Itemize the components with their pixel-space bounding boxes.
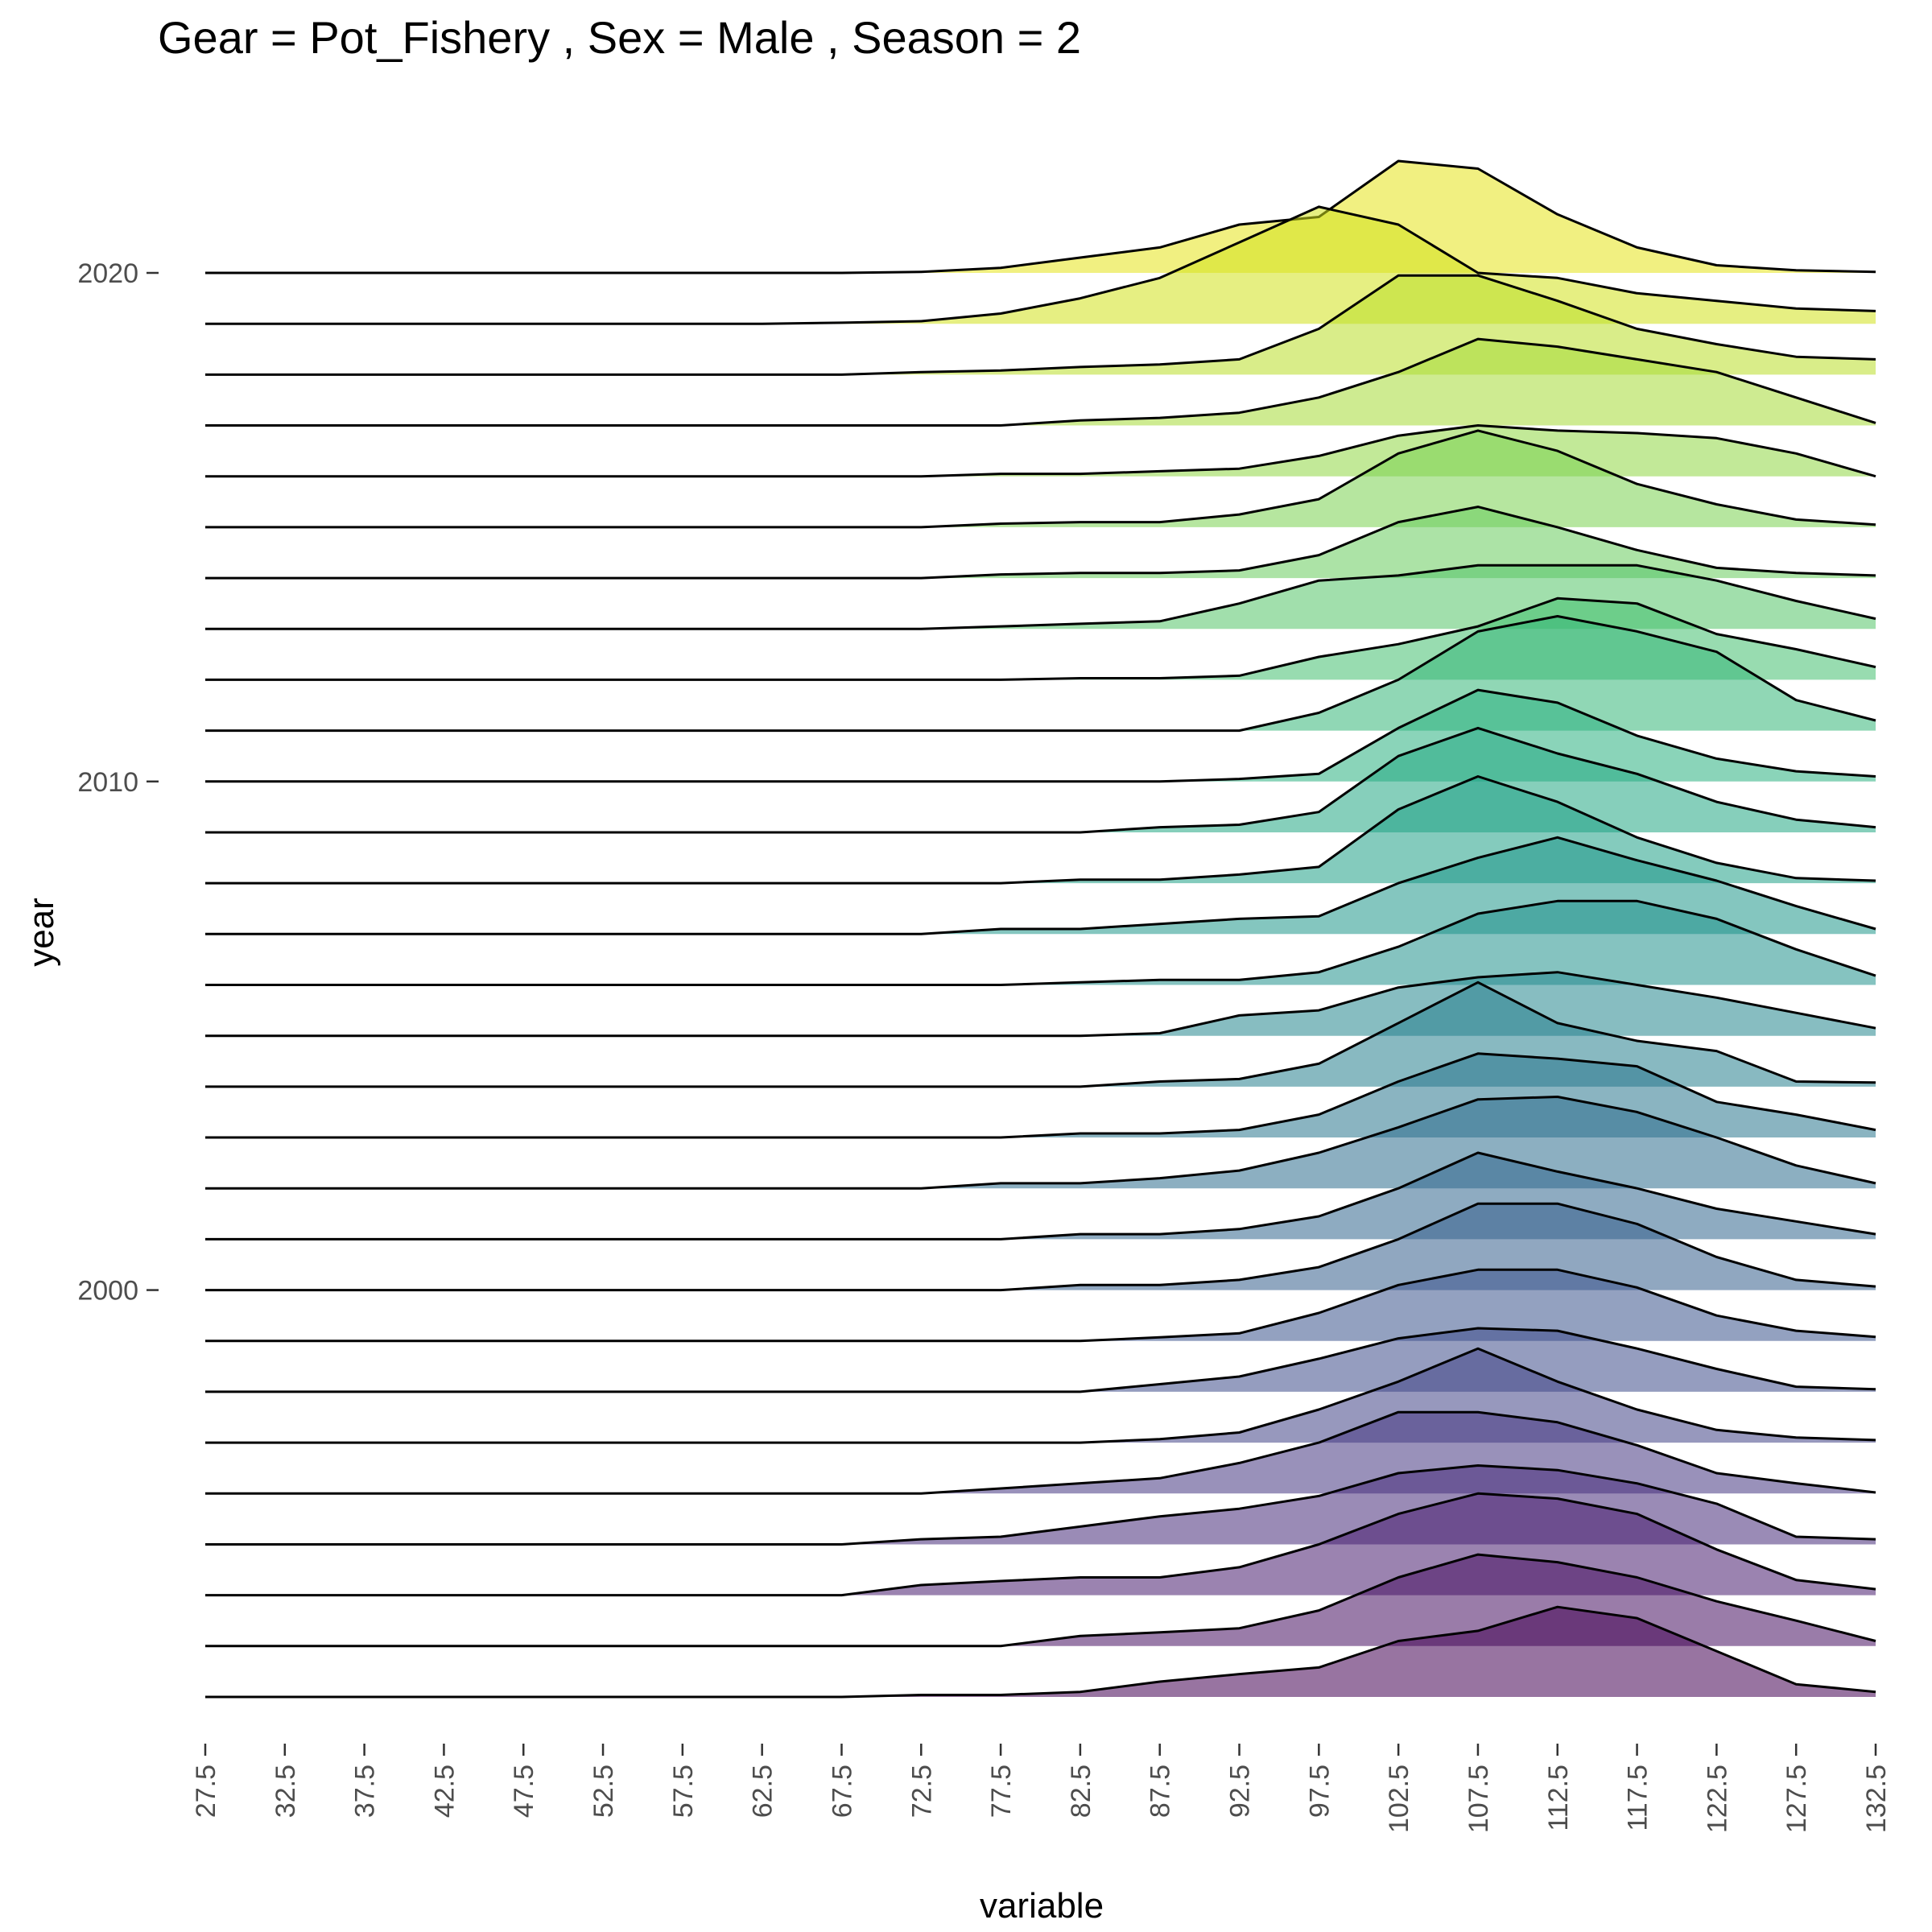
ridge-area-1992 bbox=[205, 1607, 1876, 1697]
y-tick-label-2000: 2000 bbox=[77, 1276, 138, 1307]
x-tick-label-27.5: 27.5 bbox=[191, 1765, 221, 1818]
x-tick-label-117.5: 117.5 bbox=[1623, 1765, 1653, 1831]
ridge-line-1999 bbox=[205, 1268, 1876, 1343]
ridge-line-2000 bbox=[205, 1202, 1876, 1292]
x-tick-label-112.5: 112.5 bbox=[1543, 1765, 1574, 1831]
y-tick-label-2020: 2020 bbox=[77, 258, 138, 289]
x-axis-label: variable bbox=[980, 1886, 1104, 1926]
chart-title: Gear = Pot_Fishery , Sex = Male , Season… bbox=[158, 12, 1081, 63]
ridge-2011 bbox=[205, 615, 1876, 733]
ridge-area-2017 bbox=[205, 339, 1876, 426]
ridge-1993 bbox=[205, 1553, 1876, 1648]
ridges-layer bbox=[205, 159, 1876, 1699]
ridge-area-2006 bbox=[205, 901, 1876, 985]
ridge-area-2000 bbox=[205, 1203, 1876, 1290]
ridge-line-2009 bbox=[205, 726, 1876, 834]
ridge-line-2020 bbox=[205, 159, 1876, 275]
ridge-2017 bbox=[205, 337, 1876, 427]
y-tick-label-2010: 2010 bbox=[77, 767, 138, 798]
x-tick-label-67.5: 67.5 bbox=[828, 1765, 858, 1818]
ridge-2008 bbox=[205, 775, 1876, 885]
x-tick-label-42.5: 42.5 bbox=[429, 1765, 460, 1818]
ridge-2013 bbox=[205, 564, 1876, 630]
x-tick-label-37.5: 37.5 bbox=[350, 1765, 381, 1818]
ridge-line-2007 bbox=[205, 836, 1876, 935]
ridge-line-2001 bbox=[205, 1151, 1876, 1241]
y-axis: 2000 2010 2020 bbox=[77, 258, 159, 1307]
x-tick-label-102.5: 102.5 bbox=[1384, 1765, 1414, 1833]
ridge-2000 bbox=[205, 1202, 1876, 1292]
ridge-area-2020 bbox=[205, 161, 1876, 273]
ridge-area-2014 bbox=[205, 506, 1876, 579]
x-tick-label-122.5: 122.5 bbox=[1702, 1765, 1732, 1833]
x-tick-label-127.5: 127.5 bbox=[1781, 1765, 1812, 1833]
ridge-line-2002 bbox=[205, 1096, 1876, 1190]
x-tick-label-97.5: 97.5 bbox=[1304, 1765, 1335, 1818]
ridge-line-2008 bbox=[205, 775, 1876, 885]
ridge-line-1992 bbox=[205, 1605, 1876, 1699]
ridge-area-1999 bbox=[205, 1269, 1876, 1341]
ridge-area-2015 bbox=[205, 430, 1876, 527]
ridge-1992 bbox=[205, 1605, 1876, 1699]
x-tick-label-72.5: 72.5 bbox=[906, 1765, 937, 1818]
ridge-line-2016 bbox=[205, 424, 1876, 478]
ridge-line-2014 bbox=[205, 506, 1876, 580]
ridge-area-1993 bbox=[205, 1554, 1876, 1646]
ridge-line-2018 bbox=[205, 274, 1876, 376]
ridge-line-2003 bbox=[205, 1052, 1876, 1139]
ridge-area-2008 bbox=[205, 776, 1876, 884]
ridge-line-1995 bbox=[205, 1464, 1876, 1546]
x-tick-label-32.5: 32.5 bbox=[270, 1765, 301, 1818]
ridge-1999 bbox=[205, 1268, 1876, 1343]
ridge-2016 bbox=[205, 424, 1876, 478]
ridge-area-2007 bbox=[205, 837, 1876, 935]
ridge-2002 bbox=[205, 1096, 1876, 1190]
x-tick-label-87.5: 87.5 bbox=[1146, 1765, 1176, 1818]
ridge-line-2015 bbox=[205, 429, 1876, 529]
x-tick-label-92.5: 92.5 bbox=[1225, 1765, 1256, 1818]
ridge-2007 bbox=[205, 836, 1876, 935]
ridge-line-2019 bbox=[205, 205, 1876, 325]
ridge-line-2005 bbox=[205, 971, 1876, 1038]
ridge-line-1997 bbox=[205, 1347, 1876, 1444]
ridge-line-1993 bbox=[205, 1553, 1876, 1648]
x-tick-label-82.5: 82.5 bbox=[1066, 1765, 1096, 1818]
ridge-2006 bbox=[205, 899, 1876, 986]
ridge-line-2010 bbox=[205, 688, 1876, 783]
ridge-line-1994 bbox=[205, 1492, 1876, 1597]
ridge-line-2012 bbox=[205, 597, 1876, 681]
ridge-line-2013 bbox=[205, 564, 1876, 630]
x-tick-label-52.5: 52.5 bbox=[588, 1765, 619, 1818]
ridge-line-2004 bbox=[205, 980, 1876, 1088]
ridge-line-1998 bbox=[205, 1327, 1876, 1393]
ridge-line-2017 bbox=[205, 337, 1876, 427]
x-axis: 27.5 32.5 37.5 42.5 47.5 52.5 57.5 62.5 67.5 72.5… bbox=[191, 1744, 1892, 1833]
ridge-line-2011 bbox=[205, 615, 1876, 733]
x-tick-label-62.5: 62.5 bbox=[748, 1765, 778, 1818]
ridge-area-2013 bbox=[205, 565, 1876, 630]
ridge-2014 bbox=[205, 506, 1876, 580]
ridge-line-1996 bbox=[205, 1410, 1876, 1495]
ridge-2015 bbox=[205, 429, 1876, 529]
ridge-line-2006 bbox=[205, 899, 1876, 986]
ridge-area-2011 bbox=[205, 616, 1876, 731]
x-tick-label-57.5: 57.5 bbox=[668, 1765, 699, 1818]
x-tick-label-77.5: 77.5 bbox=[986, 1765, 1017, 1818]
x-tick-label-107.5: 107.5 bbox=[1463, 1765, 1494, 1833]
x-tick-label-132.5: 132.5 bbox=[1861, 1765, 1892, 1833]
y-axis-label: year bbox=[22, 898, 61, 967]
ridge-2020 bbox=[205, 159, 1876, 275]
x-tick-label-47.5: 47.5 bbox=[509, 1765, 539, 1818]
